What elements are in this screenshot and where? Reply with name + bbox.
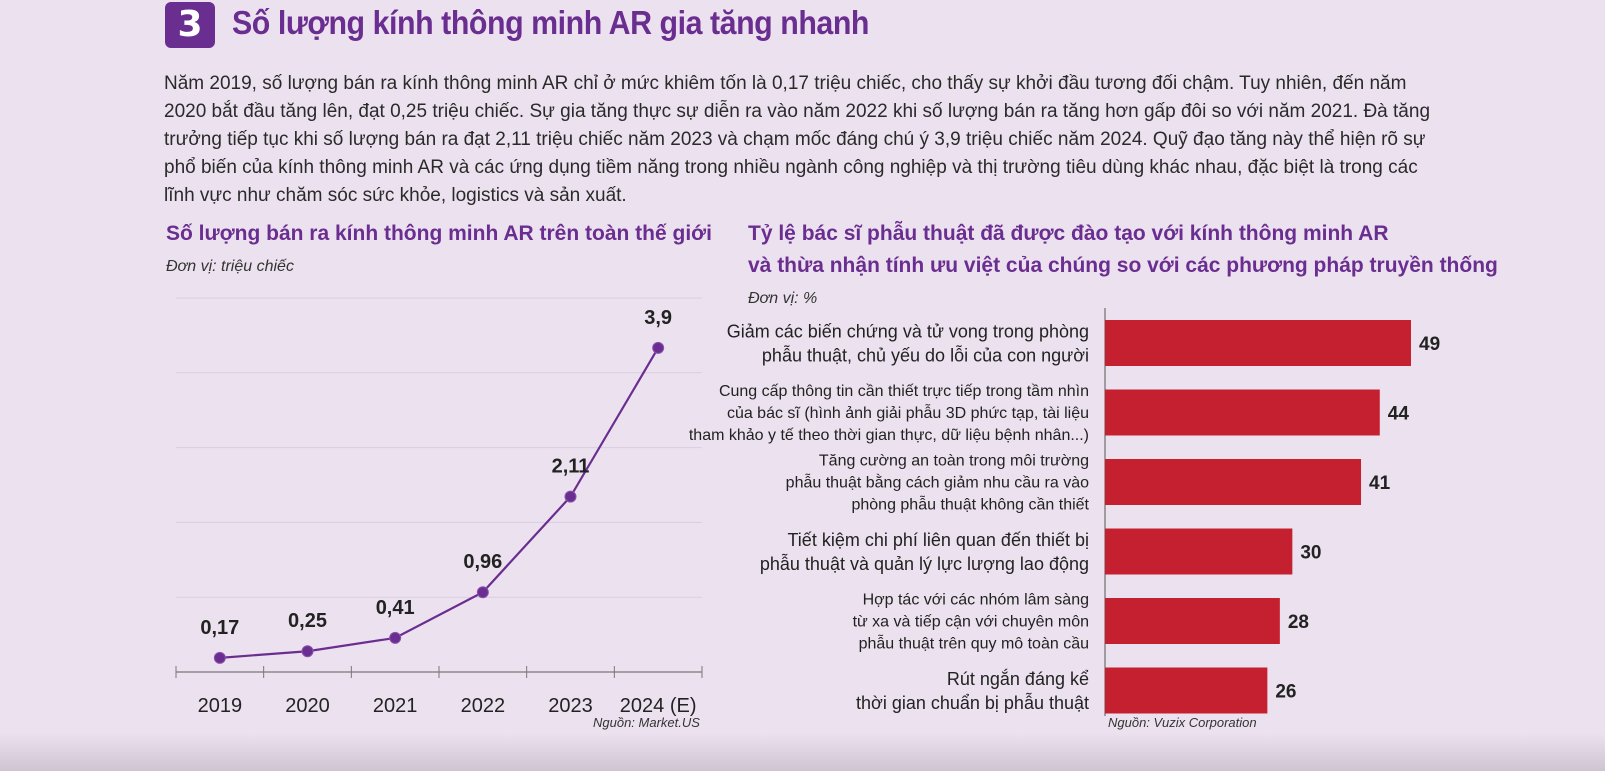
line-chart-point — [564, 490, 577, 503]
line-chart-x-tick-label: 2021 — [373, 695, 418, 717]
bottom-shade — [0, 733, 1605, 771]
line-chart-x-tick-label: 2023 — [548, 695, 593, 717]
line-chart-data-label: 0,96 — [463, 551, 502, 573]
bar-chart-category-label: phòng phẫu thuật không cần thiết — [851, 495, 1089, 514]
line-chart-x-tick-label: 2019 — [198, 695, 243, 717]
bar-chart-category-label: Hợp tác với các nhóm lâm sàng — [863, 592, 1089, 609]
line-chart-point — [301, 645, 314, 658]
line-chart-data-label: 3,9 — [644, 307, 672, 329]
bar-chart-category-label: phẫu thuật, chủ yếu do lỗi của con người — [762, 344, 1089, 365]
bar-chart-value-label: 30 — [1300, 543, 1321, 564]
bar-chart-category-label: phẫu thuật bằng cách giảm nhu cầu ra vào — [786, 473, 1089, 492]
bar-chart-category-label: phẫu thuật và quản lý lực lượng lao động — [760, 553, 1089, 574]
bar-chart-bar — [1105, 389, 1380, 436]
line-chart-point — [476, 586, 489, 599]
section-title: Số lượng kính thông minh AR gia tăng nha… — [232, 4, 870, 41]
line-chart-x-tick-label: 2024 (E) — [620, 695, 697, 717]
bar-chart-bar — [1105, 667, 1268, 714]
bar-chart-value-label: 28 — [1288, 612, 1309, 633]
bar-chart-category-label: Tiết kiệm chi phí liên quan đến thiết bị — [787, 530, 1089, 550]
line-chart-point — [213, 651, 226, 664]
bar-chart-category-label: Tăng cường an toàn trong môi trường — [819, 453, 1089, 470]
intro-paragraph: Năm 2019, số lượng bán ra kính thông min… — [164, 73, 1431, 206]
bar-chart-title-line-1: Tỷ lệ bác sĩ phẫu thuật đã được đào tạo … — [748, 222, 1389, 245]
line-chart-point — [389, 631, 402, 644]
bar-chart-bar — [1105, 528, 1293, 575]
line-chart-x-tick-label: 2020 — [285, 695, 330, 717]
line-chart-data-label: 0,41 — [376, 597, 415, 619]
line-chart-data-label: 0,25 — [288, 610, 327, 632]
line-chart-data-label: 2,11 — [552, 456, 590, 478]
section-number-badge: 3 — [165, 2, 215, 48]
bar-chart-value-label: 49 — [1419, 334, 1440, 355]
bar-chart-category-label: Rút ngắn đáng kể — [947, 668, 1089, 689]
bar-chart-category-label: của bác sĩ (hình ảnh giải phẫu 3D phức t… — [727, 403, 1089, 422]
bar-chart-category-label: tham khảo y tế theo thời gian thực, dữ l… — [689, 427, 1089, 444]
bar-chart-category-label: từ xa và tiếp cận với chuyên môn — [853, 614, 1089, 631]
bar-chart-value-label: 41 — [1369, 473, 1391, 494]
bar-chart-category-label: Cung cấp thông tin cần thiết trực tiếp t… — [719, 383, 1089, 400]
bar-chart-title-line-2: và thừa nhận tính ưu việt của chúng so v… — [748, 254, 1498, 277]
line-chart-unit: Đơn vị: triệu chiếc — [166, 258, 294, 275]
bar-chart-bar — [1105, 598, 1280, 644]
bar-chart-unit: Đơn vị: % — [748, 290, 818, 307]
line-chart-point — [652, 341, 665, 354]
line-chart-title: Số lượng bán ra kính thông minh AR trên … — [166, 222, 712, 245]
line-chart-x-tick-label: 2022 — [461, 695, 506, 717]
bar-chart-source: Nguồn: Vuzix Corporation — [1108, 715, 1257, 730]
bar-chart-value-label: 44 — [1388, 404, 1410, 425]
bar-chart-category-label: phẫu thuật trên quy mô toàn cầu — [859, 634, 1089, 653]
line-chart-series-line — [219, 347, 660, 659]
bar-chart-category-label: thời gian chuẩn bị phẫu thuật — [856, 692, 1089, 713]
bar-chart-bar — [1105, 320, 1411, 366]
bar-chart-bar — [1105, 459, 1362, 505]
line-chart-source: Nguồn: Market.US — [593, 715, 700, 730]
bar-chart-category-label: Giảm các biến chứng và tử vong trong phò… — [727, 321, 1089, 341]
line-chart-data-label: 0,17 — [200, 617, 239, 639]
bar-chart-value-label: 26 — [1275, 682, 1296, 703]
